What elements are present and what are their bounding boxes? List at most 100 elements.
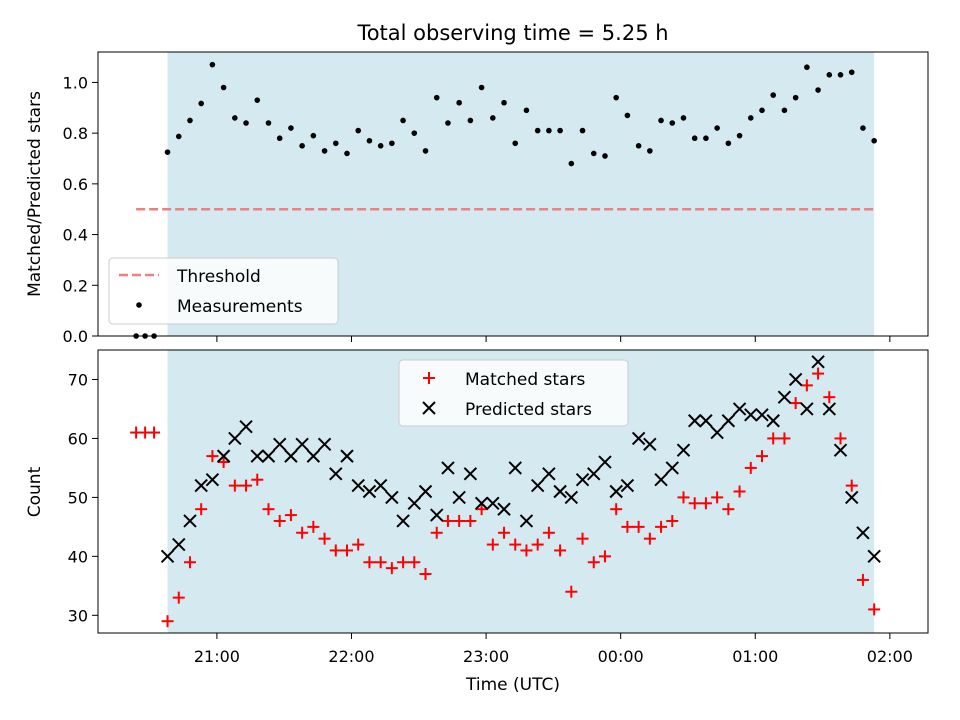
measurement-point (366, 137, 373, 144)
legend-predicted-swatch (422, 401, 436, 415)
measurement-point (164, 149, 171, 155)
measurement-point (276, 135, 283, 142)
measurement-point (288, 125, 294, 131)
matched-star-point (621, 520, 634, 533)
measurement-point (467, 117, 474, 124)
predicted-star-point (228, 431, 242, 446)
bottom-legend: Matched stars Predicted stars (398, 359, 629, 427)
matched-star-point (273, 514, 286, 527)
matched-star-point (217, 456, 230, 469)
predicted-star-point (777, 390, 792, 404)
measurement-point (736, 132, 743, 139)
measurement-point (321, 148, 328, 154)
predicted-star-point (553, 484, 567, 499)
measurement-point (613, 94, 619, 101)
predicted-star-point (687, 414, 702, 428)
matched-star-point (352, 538, 365, 551)
predicted-star-point (452, 490, 466, 505)
predicted-star-point (833, 443, 848, 457)
predicted-star-point (587, 467, 601, 481)
predicted-star-point (564, 490, 579, 505)
measurement-point (680, 115, 687, 121)
predicted-star-point (306, 449, 321, 463)
matched-star-point (183, 556, 196, 569)
measurement-point (411, 130, 418, 136)
bottom-axes-frame (97, 349, 929, 634)
measurement-point (232, 115, 238, 121)
measurement-point (310, 132, 317, 139)
legend-matched-label: Matched stars (465, 370, 585, 390)
matched-star-point (419, 568, 432, 581)
predicted-star-point (867, 549, 881, 564)
matched-star-point (812, 367, 825, 380)
matched-star-point (284, 509, 297, 522)
predicted-star-point (575, 473, 590, 487)
matched-star-point (329, 544, 342, 557)
matched-star-point (845, 479, 858, 492)
matched-star-point (475, 503, 488, 516)
predicted-star-point (396, 514, 410, 528)
matched-star-point (385, 562, 398, 575)
predicted-star-point (272, 437, 287, 452)
measurement-point (209, 61, 216, 68)
measurement-point (512, 140, 519, 147)
predicted-star-point (721, 414, 736, 428)
measurement-point (445, 120, 451, 126)
bottom-ylabel: Count (25, 466, 45, 517)
predicted-star-point (329, 467, 343, 481)
measurement-point (557, 127, 563, 134)
predicted-star-point (430, 508, 444, 522)
matched-star-point (800, 379, 813, 392)
bottom-ytick-label: 50 (68, 488, 88, 507)
predicted-star-point (609, 484, 623, 499)
predicted-star-point (351, 478, 365, 493)
predicted-star-point (340, 449, 354, 463)
matched-star-point (554, 544, 567, 557)
matched-star-point (318, 532, 331, 545)
predicted-star-point (474, 496, 489, 510)
measurement-point (534, 127, 541, 134)
predicted-star-point (194, 478, 208, 493)
matched-star-point (542, 526, 555, 539)
predicted-star-point (216, 449, 231, 463)
predicted-star-point (699, 414, 713, 428)
measurement-point (198, 100, 204, 107)
predicted-star-point (317, 437, 332, 452)
measurement-point (478, 84, 485, 91)
predicted-star-point (665, 461, 679, 475)
measurement-point (602, 153, 608, 159)
measurement-point (624, 112, 631, 119)
predicted-star-point (284, 449, 298, 463)
measurement-point (691, 135, 698, 142)
measurement-point (422, 148, 429, 154)
matched-star-point (296, 526, 309, 539)
measurement-point (400, 117, 406, 124)
matched-star-point (688, 497, 701, 510)
top-ytick-label: 0.0 (63, 327, 88, 346)
matched-star-point (655, 520, 668, 533)
matched-star-point (598, 550, 611, 563)
predicted-star-point (441, 461, 455, 475)
predicted-star-point (542, 467, 556, 481)
measurement-point (299, 143, 305, 149)
x-tick-label: 00:00 (598, 647, 644, 666)
measurement-point (523, 107, 530, 114)
predicted-star-point (654, 473, 668, 487)
measurement-point (490, 115, 496, 121)
matched-star-point (531, 538, 544, 551)
predicted-star-point (744, 408, 758, 422)
predicted-star-point (811, 355, 825, 369)
measurement-point (669, 120, 676, 126)
matched-star-point (262, 503, 275, 516)
top-legend: Threshold Measurements (108, 257, 339, 325)
matched-star-point (666, 514, 679, 527)
matched-star-point (823, 391, 836, 404)
measurement-point (175, 133, 182, 140)
top-ytick-label: 0.4 (63, 226, 88, 245)
matched-star-point (789, 397, 802, 410)
measurement-point (871, 137, 877, 144)
predicted-star-point (418, 484, 433, 499)
predicted-star-point (463, 467, 478, 481)
x-tick-label: 22:00 (328, 647, 374, 666)
bottom-ytick-label: 40 (68, 547, 88, 566)
